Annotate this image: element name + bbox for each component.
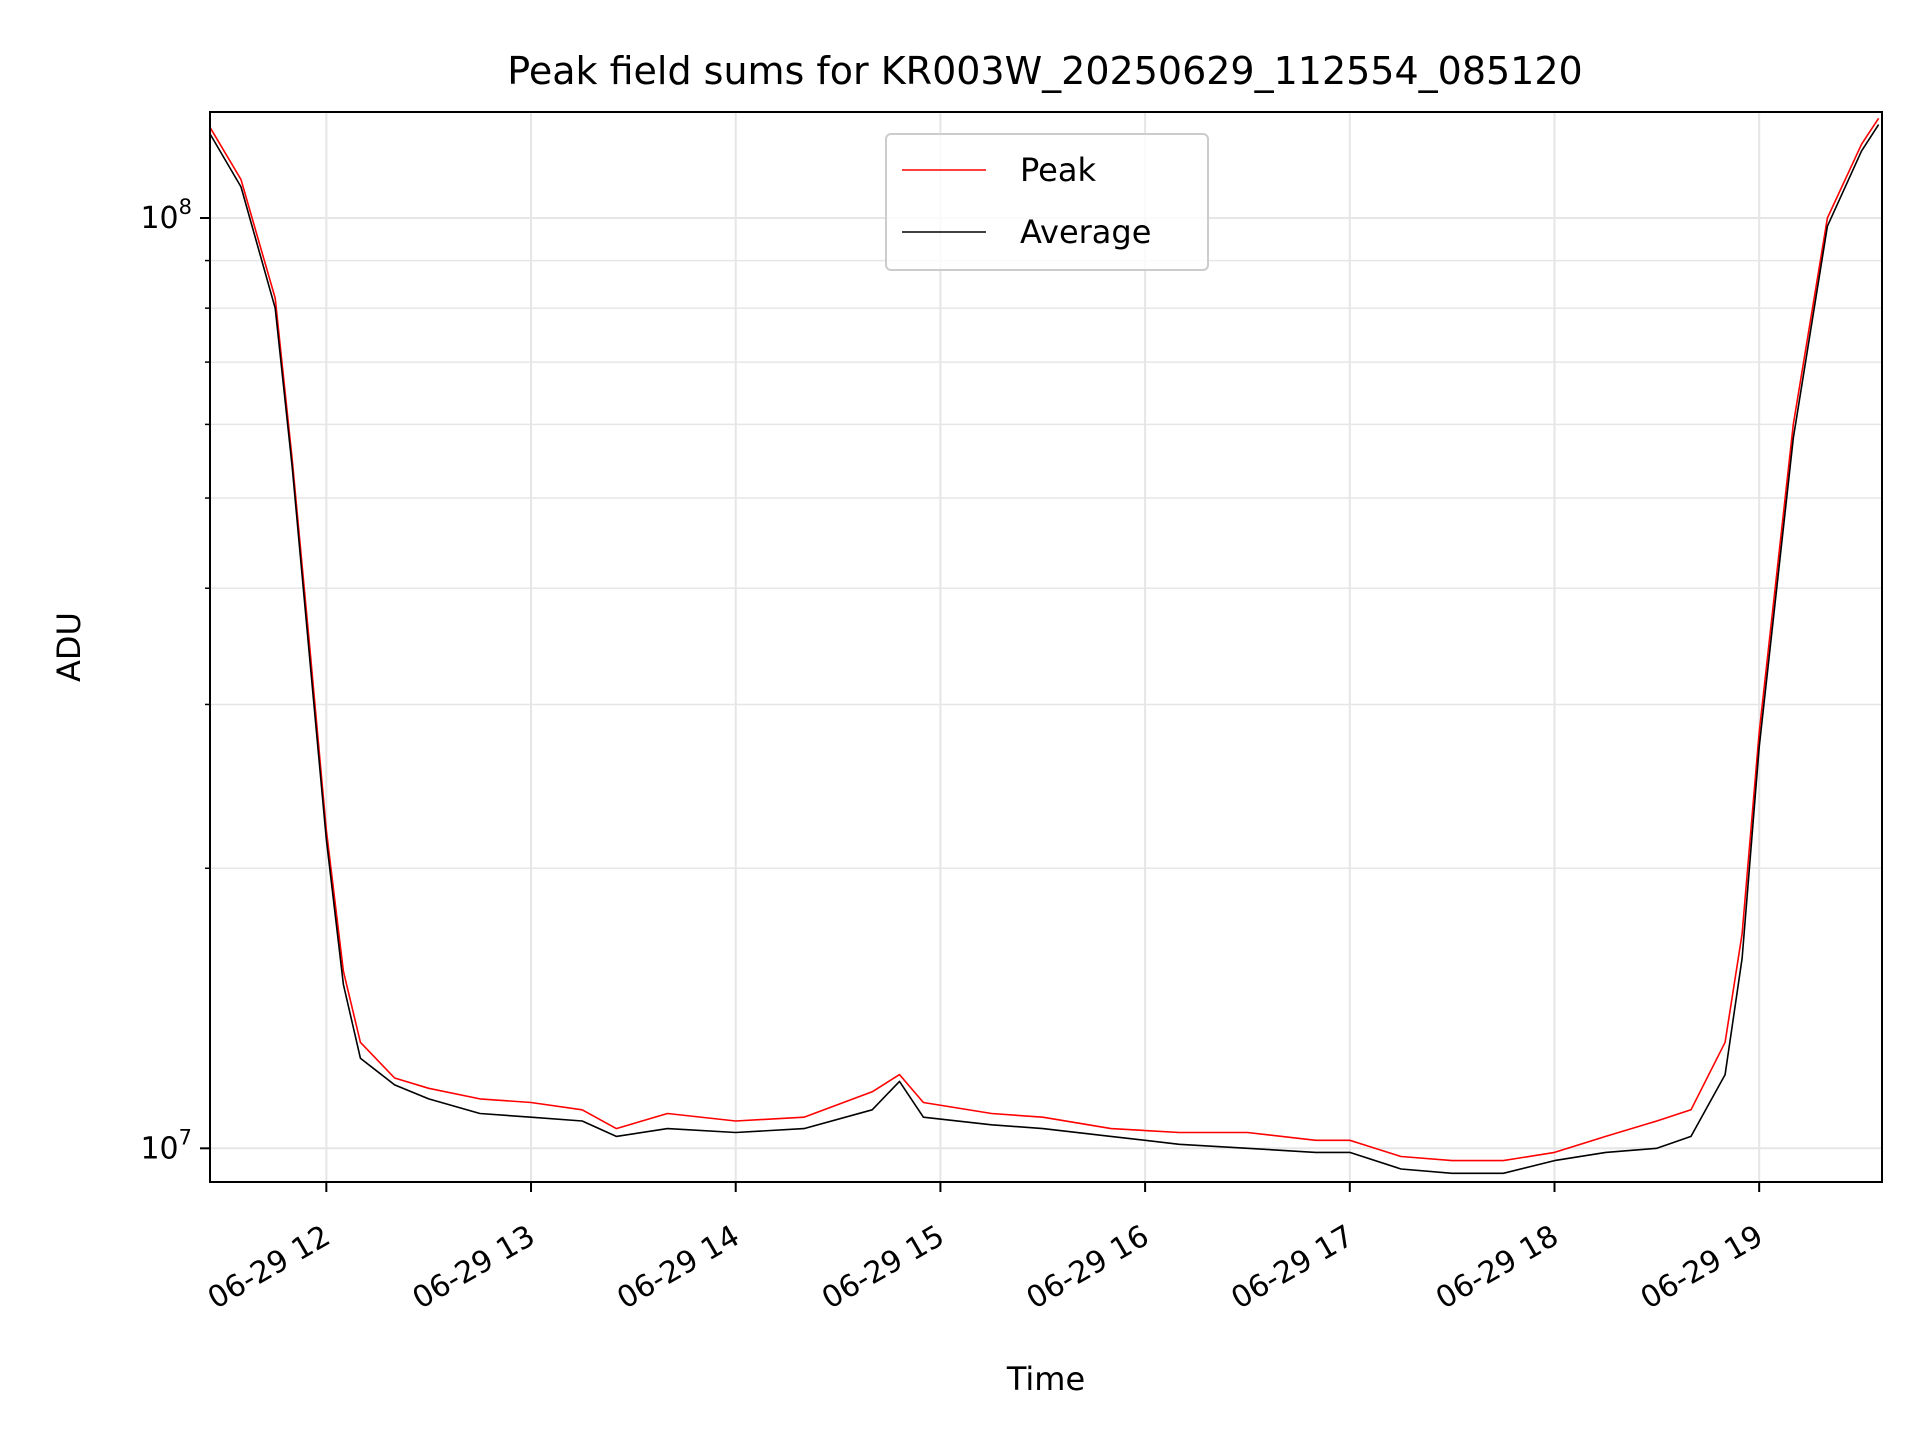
x-axis-title: Time [1006, 1360, 1085, 1398]
plot-frame [209, 111, 1883, 1183]
chart-title: Peak field sums for KR003W_20250629_1125… [507, 49, 1582, 93]
legend-label-peak: Peak [1020, 151, 1096, 189]
series-layer [209, 117, 1880, 1175]
series-line-average [209, 124, 1880, 1175]
y-tick-label-exponent: 8 [179, 195, 192, 219]
legend-box [885, 133, 1209, 271]
y-axis-title: ADU [50, 612, 88, 682]
grid [210, 112, 1882, 1182]
series-line-peak [209, 117, 1880, 1162]
y-tick-label-exponent: 7 [179, 1125, 192, 1149]
legend: Peak Average [885, 133, 1209, 271]
legend-label-average: Average [1020, 213, 1151, 251]
